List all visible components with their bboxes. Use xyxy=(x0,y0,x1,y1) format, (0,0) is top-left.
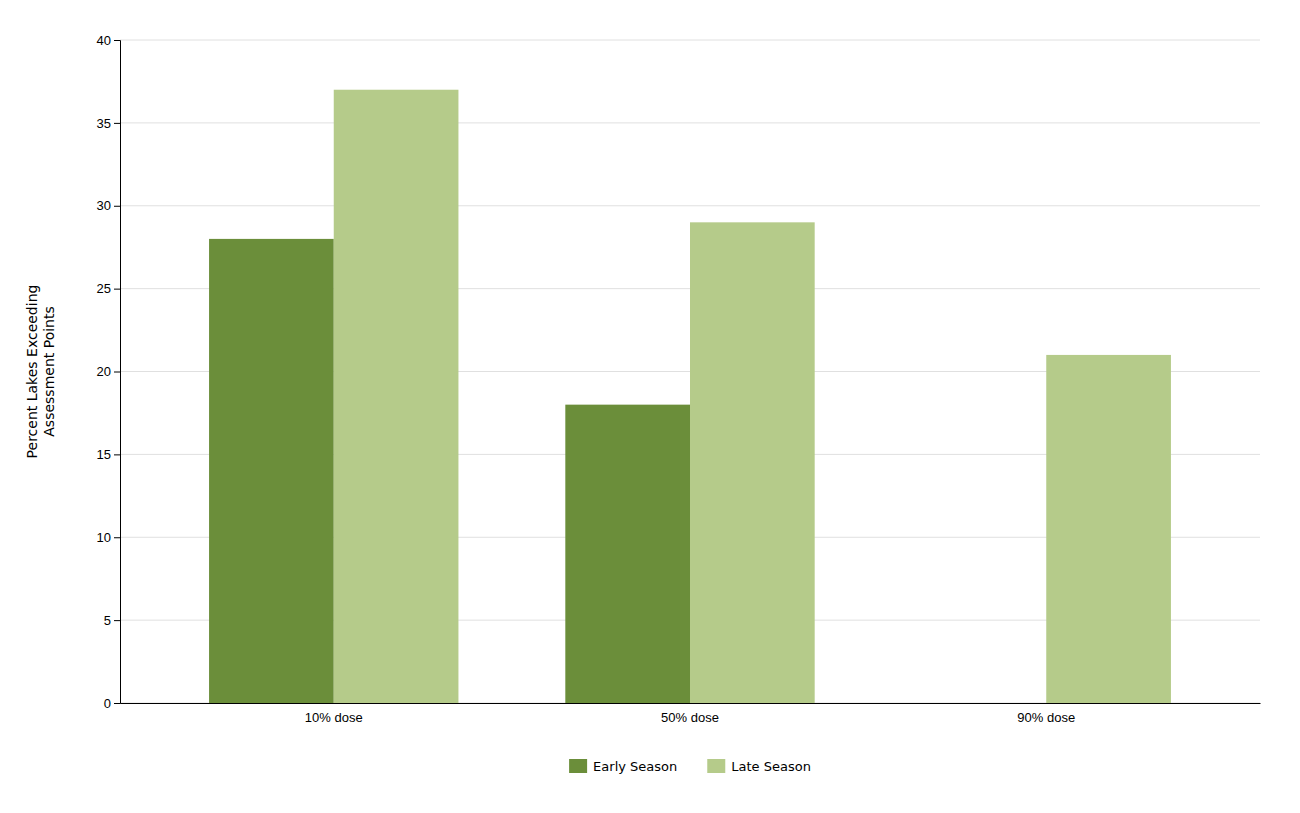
chart: 0 5 10 15 20 25 30 35 40 10% dose 50% dose 90% dose… xyxy=(0,0,1300,813)
legend-swatch xyxy=(707,759,725,773)
y-tick: 40 xyxy=(97,33,120,48)
y-tick-mark xyxy=(114,537,120,538)
bar xyxy=(334,90,459,703)
y-tick-label: 10 xyxy=(97,530,111,545)
bar xyxy=(1046,355,1171,703)
y-tick-mark xyxy=(114,703,120,704)
x-tick: 90% dose xyxy=(1017,710,1075,725)
grid-line xyxy=(120,40,1260,41)
x-axis-line xyxy=(121,703,1261,704)
plot: 0 5 10 15 20 25 30 35 40 10% dose 50% dose 90% dose xyxy=(97,33,1261,726)
x-tick: 50% dose xyxy=(661,710,719,725)
legend: Early Season Late Season xyxy=(569,759,811,774)
bar xyxy=(209,239,334,703)
y-tick-label: 30 xyxy=(97,198,111,213)
legend-item: Late Season xyxy=(707,759,811,774)
y-axis-title: Percent Lakes ExceedingAssessment Points xyxy=(24,285,57,459)
y-tick-label: 0 xyxy=(104,696,111,711)
legend-swatch xyxy=(569,759,587,773)
legend-item: Early Season xyxy=(569,759,677,774)
y-tick: 35 xyxy=(97,116,120,131)
y-tick: 20 xyxy=(97,364,120,379)
y-tick: 10 xyxy=(97,530,120,545)
grid-line xyxy=(120,122,1260,123)
y-tick-mark xyxy=(114,40,120,41)
x-tick: 10% dose xyxy=(305,710,363,725)
y-tick-label: 25 xyxy=(97,281,111,296)
bars xyxy=(209,90,1171,703)
y-tick-label: 20 xyxy=(97,364,111,379)
y-tick-label: 15 xyxy=(97,447,111,462)
y-tick-mark xyxy=(114,620,120,621)
y-tick-label: 5 xyxy=(104,613,111,628)
bar xyxy=(922,703,1047,704)
grid xyxy=(120,40,1260,703)
y-tick-mark xyxy=(114,454,120,455)
y-tick: 5 xyxy=(104,613,120,628)
x-axis: 10% dose 50% dose 90% dose xyxy=(121,704,1261,726)
legend-label: Late Season xyxy=(731,759,811,774)
y-tick: 15 xyxy=(97,447,120,462)
y-tick-mark xyxy=(114,123,120,124)
bar-series xyxy=(334,90,1171,703)
y-tick-label: 40 xyxy=(97,33,111,48)
x-tick-label: 10% dose xyxy=(305,710,363,725)
y-axis: 0 5 10 15 20 25 30 35 40 xyxy=(97,33,121,711)
y-axis-line xyxy=(114,41,121,704)
y-tick-label: 35 xyxy=(97,116,111,131)
y-tick-mark xyxy=(114,289,120,290)
bar xyxy=(565,405,690,703)
y-tick: 25 xyxy=(97,281,120,296)
grid-line xyxy=(120,205,1260,206)
x-tick-label: 50% dose xyxy=(661,710,719,725)
bar xyxy=(690,222,815,703)
y-tick: 30 xyxy=(97,198,120,213)
y-tick-mark xyxy=(114,372,120,373)
y-tick: 0 xyxy=(104,696,120,711)
x-tick-label: 90% dose xyxy=(1017,710,1075,725)
y-tick-mark xyxy=(114,206,120,207)
legend-label: Early Season xyxy=(593,759,677,774)
